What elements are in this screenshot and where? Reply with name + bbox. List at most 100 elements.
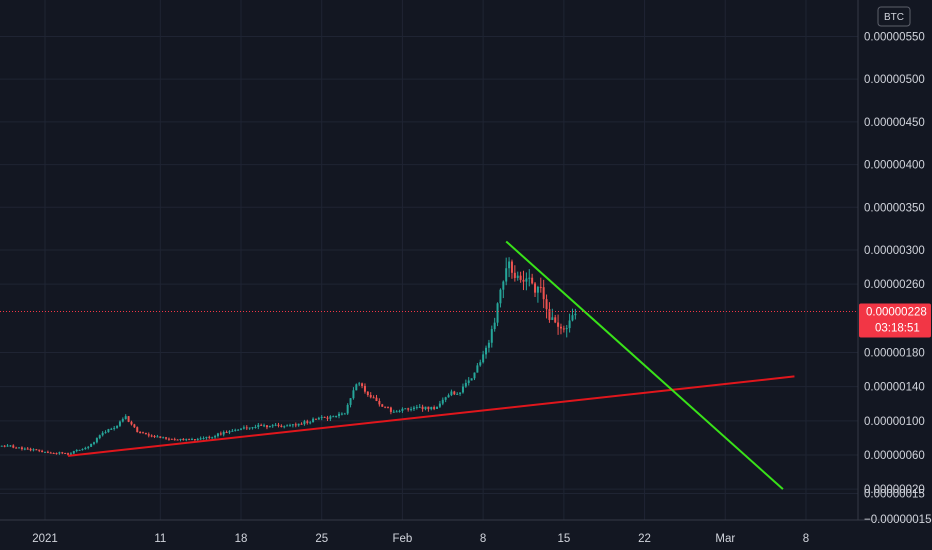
candle-body	[242, 427, 245, 429]
candle-body	[124, 416, 127, 420]
candle-body	[338, 413, 341, 416]
candle-body	[251, 427, 254, 429]
candle-body	[274, 424, 277, 426]
unit-badge[interactable]: BTC	[877, 6, 911, 27]
candle-body	[559, 326, 562, 329]
candle-body	[294, 424, 297, 426]
candle-body	[412, 407, 415, 410]
candle-body	[231, 430, 234, 432]
candle-body	[453, 391, 456, 395]
candle-body	[116, 425, 119, 428]
candle-body	[6, 445, 9, 447]
candle-body	[355, 384, 358, 391]
candle-body	[366, 391, 369, 395]
candle-body	[410, 409, 413, 411]
candle-body	[49, 452, 52, 454]
candle-body	[52, 453, 55, 455]
candle-body	[571, 315, 574, 321]
candle-body	[300, 423, 303, 425]
candle-body	[436, 406, 439, 409]
candle-body	[562, 328, 565, 330]
candle-body	[150, 435, 153, 437]
candle-body	[81, 449, 84, 451]
candle-body	[46, 451, 49, 453]
candle-body	[193, 439, 196, 441]
candle-body	[389, 407, 392, 412]
candle-body	[378, 400, 381, 405]
x-tick-label: 25	[315, 533, 328, 545]
candles	[0, 257, 577, 456]
candle-body	[104, 432, 107, 434]
candle-body	[418, 406, 421, 408]
candle-body	[277, 424, 280, 426]
candle-body	[485, 347, 488, 355]
candle-body	[554, 317, 557, 323]
candle-body	[20, 447, 23, 450]
candle-body	[329, 416, 332, 419]
y-tick-label: 0.00000500	[864, 74, 925, 86]
candle-body	[202, 438, 205, 440]
candle-body	[381, 404, 384, 407]
candle-body	[539, 286, 542, 288]
candle-body	[447, 395, 450, 398]
candle-body	[289, 425, 292, 427]
support-trendline[interactable]	[67, 375, 795, 457]
y-tick-label: 0.00000450	[864, 117, 925, 129]
unit-label: BTC	[884, 12, 904, 23]
candle-body	[101, 432, 104, 436]
y-tick-label: 0.00000350	[864, 202, 925, 214]
candle-body	[525, 278, 528, 282]
candle-body	[15, 447, 18, 449]
candle-body	[185, 439, 188, 441]
y-tick-label: 0.00000020	[864, 484, 925, 496]
candle-body	[476, 365, 479, 373]
candle-body	[545, 299, 548, 310]
y-tick-label: 0.00000260	[864, 279, 925, 291]
candle-body	[392, 411, 395, 413]
candle-body	[254, 426, 257, 428]
candle-body	[41, 450, 44, 453]
candle-body	[528, 277, 531, 279]
candle-body	[113, 427, 116, 429]
candle-body	[349, 398, 352, 405]
candle-body	[352, 390, 355, 399]
candle-body	[536, 286, 539, 293]
candle-body	[456, 393, 459, 395]
candle-body	[490, 329, 493, 343]
candle-body	[162, 437, 165, 439]
candle-body	[219, 433, 222, 435]
last-price-label: 0.00000228	[866, 307, 927, 319]
candle-body	[55, 453, 58, 455]
time-axis[interactable]: 2021 11 18 25 Feb 8 15 22 Mar 8	[32, 533, 809, 545]
candle-body	[534, 283, 537, 293]
candle-body	[286, 425, 289, 427]
y-tick-label: 0.00000400	[864, 160, 925, 172]
candle-body	[225, 432, 228, 434]
y-tick-label: 0.00000550	[864, 31, 925, 43]
candle-body	[516, 275, 519, 278]
candle-body	[271, 425, 274, 427]
candle-body	[487, 342, 490, 348]
candle-body	[139, 432, 142, 434]
y-tick-label: 0.00000300	[864, 245, 925, 257]
candle-body	[245, 427, 248, 429]
candle-body	[332, 416, 335, 418]
resistance-trendline[interactable]	[505, 240, 784, 490]
grid	[0, 0, 858, 520]
candle-body	[461, 386, 464, 393]
candle-body	[93, 442, 96, 444]
candle-body	[522, 279, 525, 282]
candle-body	[23, 448, 26, 450]
candle-body	[346, 404, 349, 414]
candle-body	[363, 385, 366, 392]
candle-body	[95, 438, 98, 443]
x-tick-label: Feb	[393, 533, 413, 545]
candle-body	[3, 445, 6, 447]
candle-body	[542, 287, 545, 300]
candle-body	[191, 439, 194, 441]
candle-body	[404, 408, 407, 410]
candle-body	[58, 452, 61, 454]
candle-body	[78, 449, 81, 451]
